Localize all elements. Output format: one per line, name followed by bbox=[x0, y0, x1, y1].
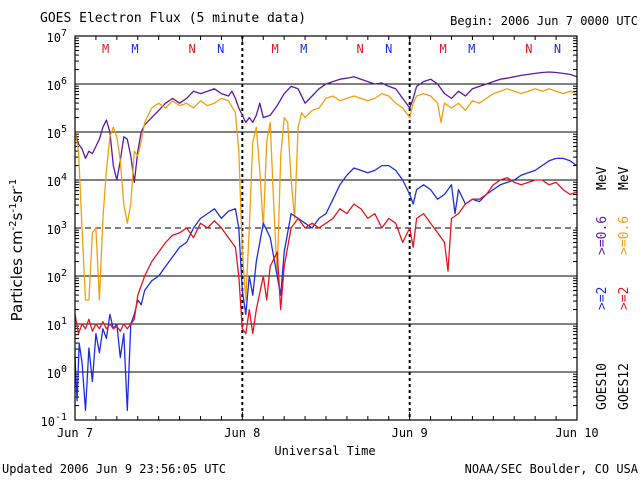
legend-goes10: GOES10 bbox=[595, 363, 610, 410]
legend-goes10-ge06: >=0.6 bbox=[595, 216, 610, 255]
chart-title: GOES Electron Flux (5 minute data) bbox=[40, 11, 306, 26]
local-time-marker: M bbox=[271, 42, 278, 56]
y-tick-label: 102 bbox=[47, 268, 67, 285]
series-line-2 bbox=[74, 157, 578, 412]
plot-area: 10-1 100 101 102 103 104 105 106 107 Jun 7 Jun 8 Ju… bbox=[41, 28, 599, 440]
x-tick-label: Jun 7 bbox=[57, 426, 93, 440]
series-line-1 bbox=[74, 88, 578, 301]
local-time-marker: N bbox=[189, 42, 196, 56]
legend-goes10-ge2: >=2 bbox=[595, 287, 610, 310]
y-tick-label: 100 bbox=[47, 364, 67, 381]
y-tick-label: 104 bbox=[47, 172, 67, 189]
footer-credit: NOAA/SEC Boulder, CO USA bbox=[465, 462, 639, 476]
local-time-marker: M bbox=[131, 42, 138, 56]
local-time-marker: N bbox=[357, 42, 364, 56]
local-time-marker: N bbox=[525, 42, 532, 56]
plot-frame bbox=[74, 35, 578, 421]
legend-mev-2: MeV bbox=[617, 166, 632, 190]
series-line-3 bbox=[74, 176, 578, 335]
y-tick-label: 10-1 bbox=[41, 412, 68, 429]
y-tick-label: 105 bbox=[47, 124, 67, 141]
legend-goes12-ge2: >=2 bbox=[617, 287, 632, 310]
local-time-marker: M bbox=[300, 42, 307, 56]
x-axis-label: Universal Time bbox=[274, 444, 375, 458]
legend-goes12: GOES12 bbox=[617, 363, 632, 410]
local-time-marker: N bbox=[217, 42, 224, 56]
y-tick-label: 106 bbox=[47, 76, 67, 93]
legend-goes12-ge06: >=0.6 bbox=[617, 216, 632, 255]
local-time-marker: M bbox=[468, 42, 475, 56]
local-time-marker: M bbox=[440, 42, 447, 56]
series-line-0 bbox=[74, 71, 578, 184]
y-tick-label: 101 bbox=[47, 316, 67, 333]
begin-label: Begin: 2006 Jun 7 0000 UTC bbox=[450, 14, 638, 28]
legend-mev-1: MeV bbox=[595, 166, 610, 190]
right-legend: GOES10 GOES12 >=2 >=0.6 >=2 >=0.6 MeV Me… bbox=[595, 166, 632, 410]
x-tick-label: Jun 10 bbox=[555, 426, 598, 440]
local-time-marker: M bbox=[102, 42, 109, 56]
x-tick-label: Jun 8 bbox=[224, 426, 260, 440]
local-time-marker: N bbox=[385, 42, 392, 56]
footer-updated: Updated 2006 Jun 9 23:56:05 UTC bbox=[2, 462, 226, 476]
y-tick-label: 107 bbox=[47, 28, 67, 45]
y-axis-label: Particles cm-2s-1sr-1 bbox=[8, 179, 26, 322]
x-tick-label: Jun 9 bbox=[392, 426, 428, 440]
local-time-marker: N bbox=[554, 42, 561, 56]
y-tick-label: 103 bbox=[47, 220, 67, 237]
